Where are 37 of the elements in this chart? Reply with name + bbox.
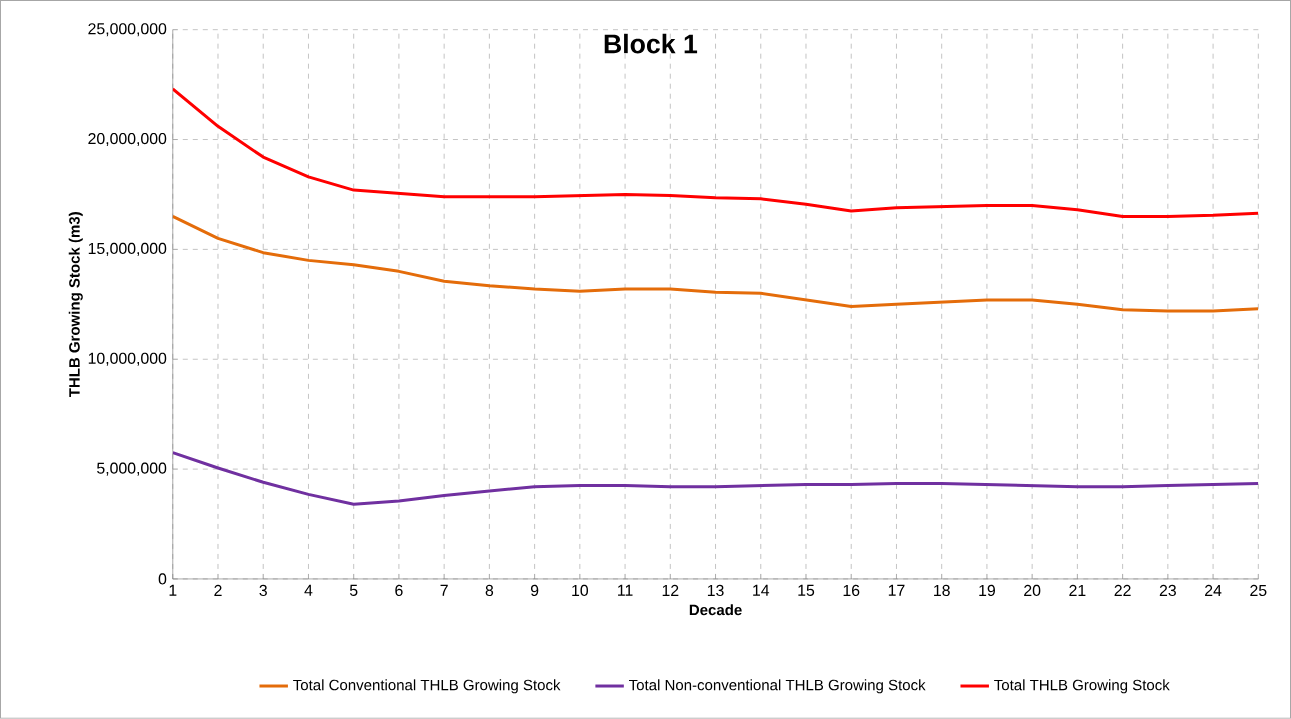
x-tick-label: 11	[618, 584, 633, 596]
x-tick-label: 4	[304, 584, 313, 596]
x-tick-label: 17	[888, 584, 905, 596]
x-tick-label: 16	[843, 585, 860, 597]
x-tick-label: 8	[485, 585, 494, 597]
legend-label: Total THLB Growing Stock	[994, 679, 1170, 694]
y-tick-label: 0	[158, 573, 167, 585]
x-tick-label: 15	[798, 584, 815, 597]
legend-label: Total Conventional THLB Growing Stock	[293, 679, 561, 694]
x-tick-label: 10	[572, 585, 589, 597]
x-tick-label: 13	[707, 585, 724, 597]
x-tick-label: 2	[214, 585, 222, 597]
x-tick-label: 9	[530, 585, 539, 597]
y-tick-label: 25,000,000	[88, 23, 167, 37]
x-tick-label: 12	[662, 585, 679, 597]
x-tick-label: 25	[1250, 585, 1267, 597]
y-tick-label: 10,000,000	[88, 352, 167, 366]
x-tick-label: 21	[1069, 585, 1086, 597]
x-tick-label: 19	[979, 585, 995, 597]
x-tick-label: 6	[395, 585, 403, 597]
x-tick-label: 1	[169, 584, 177, 596]
x-tick-label: 23	[1159, 585, 1176, 597]
y-axis-title: THLB Growing Stock (m3)	[68, 212, 83, 398]
x-tick-label: 5	[349, 584, 358, 597]
x-tick-label: 18	[934, 585, 950, 597]
x-tick-label: 14	[753, 584, 770, 596]
y-tick-label: 20,000,000	[88, 133, 167, 147]
y-tick-label: 15,000,000	[88, 243, 167, 257]
chart-title: Block 1	[604, 33, 698, 54]
x-tick-label: 24	[1205, 585, 1222, 597]
legend-label: Total Non-conventional THLB Growing Stock	[629, 679, 926, 694]
x-tick-label: 20	[1024, 585, 1041, 597]
y-tick-label: 5,000,000	[97, 462, 167, 476]
x-tick-label: 3	[259, 585, 267, 597]
x-axis-title: Decade	[689, 604, 742, 616]
x-tick-label: 7	[440, 584, 448, 596]
x-tick-label: 22	[1114, 585, 1131, 597]
